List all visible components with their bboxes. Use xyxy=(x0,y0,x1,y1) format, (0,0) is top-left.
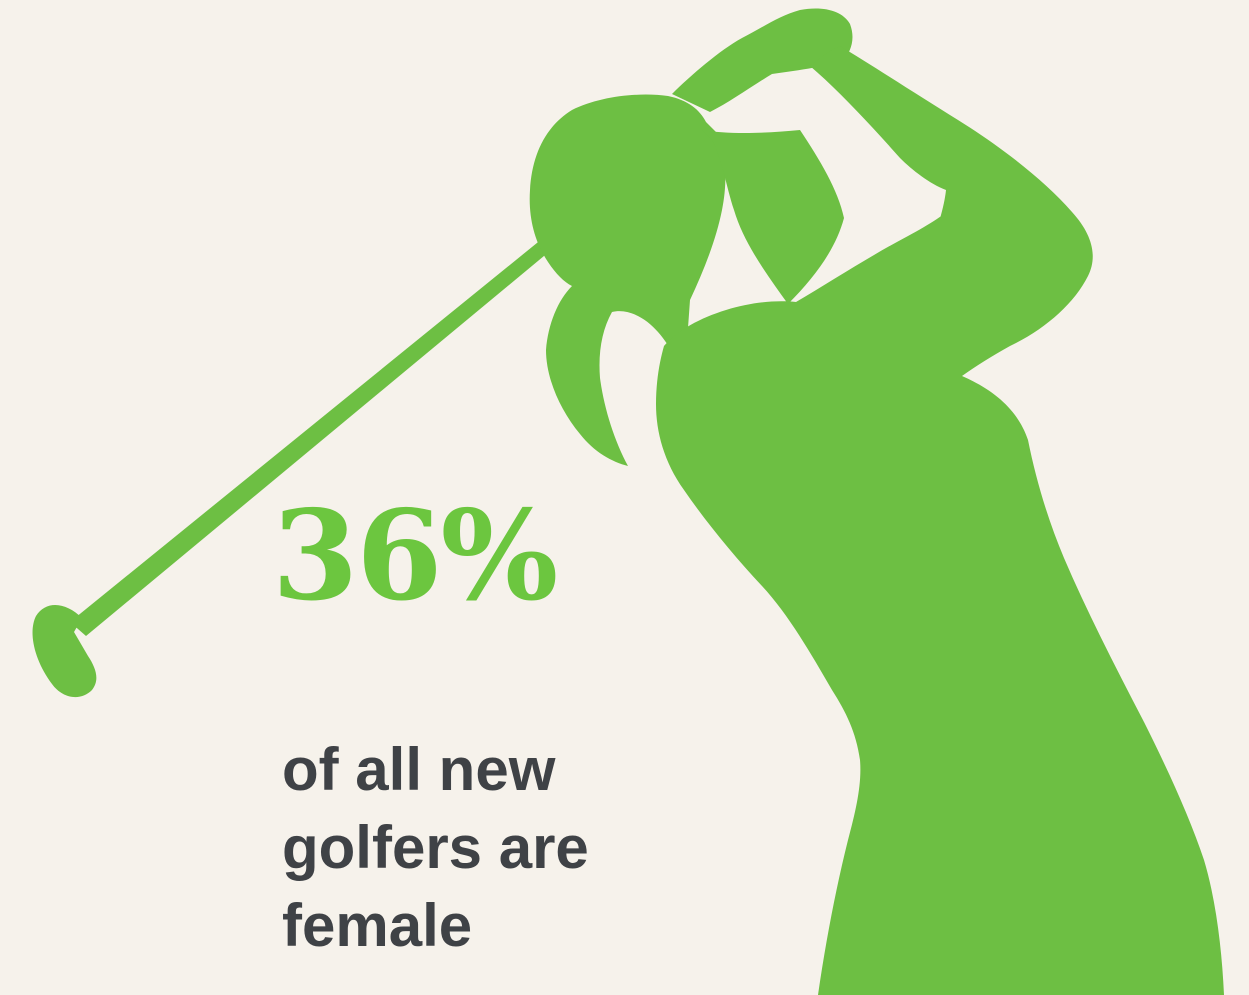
caption-line-1: of all new xyxy=(282,736,556,803)
golfer-head xyxy=(529,94,726,466)
stat-caption: of all new golfers are female xyxy=(282,731,702,965)
golf-club-head xyxy=(32,604,97,698)
golfer-hands xyxy=(672,8,853,113)
golf-club-shaft xyxy=(70,234,556,636)
caption-line-2: golfers are xyxy=(282,814,589,881)
golfer-body xyxy=(656,46,1224,995)
caption-line-3: female xyxy=(282,892,473,959)
stat-value: 36% xyxy=(272,484,558,629)
